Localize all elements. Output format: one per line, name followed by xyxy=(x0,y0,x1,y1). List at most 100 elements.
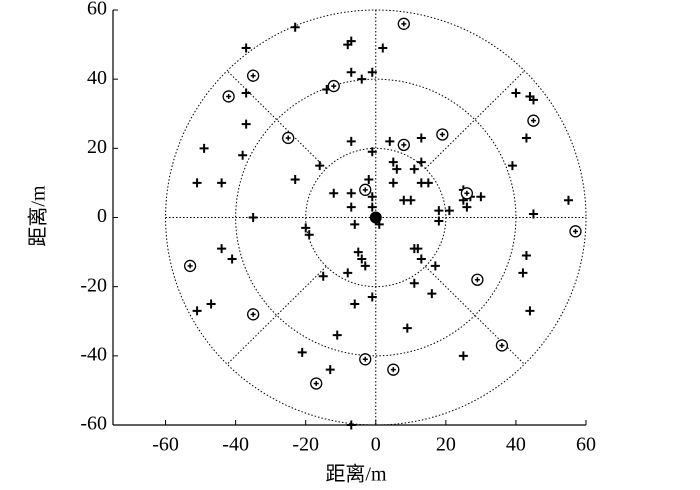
x-tick-label: 60 xyxy=(576,434,596,456)
y-axis-label: 距离/m xyxy=(27,185,50,247)
circle-center xyxy=(439,132,445,137)
plus-point xyxy=(406,195,416,205)
plus-point xyxy=(434,206,444,216)
plus-point xyxy=(227,254,237,264)
plus-point xyxy=(378,43,388,53)
circled-point xyxy=(495,339,509,352)
spoke-line xyxy=(424,266,525,365)
circle-center xyxy=(474,277,480,283)
plus-point xyxy=(343,268,353,278)
plus-point xyxy=(199,143,209,153)
plus-point xyxy=(409,164,419,174)
circled-point xyxy=(359,353,372,366)
x-axis-label: 距离/m xyxy=(325,463,387,486)
circle-center xyxy=(499,342,505,348)
circled-point xyxy=(359,183,372,196)
circle-center xyxy=(401,142,407,148)
circle-center xyxy=(401,21,407,27)
plus-point xyxy=(346,202,356,212)
circled-point xyxy=(397,17,410,30)
circle-center xyxy=(362,356,368,362)
plus-point xyxy=(367,147,377,157)
plus-point xyxy=(364,174,374,184)
plus-point xyxy=(217,244,227,254)
plus-point xyxy=(416,133,426,143)
plus-point xyxy=(301,223,311,233)
circle-center xyxy=(530,118,536,124)
plus-point xyxy=(434,216,444,226)
circled-point xyxy=(569,225,582,238)
plus-point xyxy=(357,74,367,84)
circled-point xyxy=(471,273,484,286)
spoke-line xyxy=(424,70,525,169)
x-tick-label: -20 xyxy=(292,434,319,456)
plus-point xyxy=(402,323,412,333)
y-tick-label: 0 xyxy=(97,205,107,227)
plus-point xyxy=(346,67,356,77)
circled-point xyxy=(222,90,235,103)
plus-point xyxy=(332,330,342,340)
circled-point xyxy=(246,69,260,82)
plus-point xyxy=(521,133,531,143)
circle-center xyxy=(390,367,396,373)
plus-point xyxy=(427,289,437,299)
circled-point xyxy=(282,131,295,145)
plus-point xyxy=(462,202,472,212)
circled-point xyxy=(327,79,340,93)
circled-point xyxy=(246,308,260,321)
plus-point xyxy=(357,254,367,264)
circle-center xyxy=(250,311,256,317)
x-tick-label: -40 xyxy=(222,434,249,456)
circled-point xyxy=(397,138,410,152)
plus-point xyxy=(346,420,356,430)
y-tick-label: -20 xyxy=(80,274,107,296)
plus-point xyxy=(367,67,377,77)
circle-center xyxy=(362,187,368,193)
plus-point xyxy=(297,347,307,357)
y-tick-label: 60 xyxy=(87,0,107,20)
plus-point xyxy=(528,209,538,219)
plus-point xyxy=(511,88,521,98)
plus-point xyxy=(409,278,419,288)
x-tick-label: 40 xyxy=(506,434,526,456)
plus-point xyxy=(388,157,398,167)
plus-point xyxy=(507,161,517,171)
plus-point xyxy=(563,195,573,205)
plus-point xyxy=(241,119,251,129)
plus-point xyxy=(217,178,227,188)
y-tick-label: -60 xyxy=(80,413,107,435)
plus-point xyxy=(346,188,356,198)
plus-point xyxy=(518,268,528,278)
plus-point xyxy=(192,306,202,316)
plus-point xyxy=(458,351,468,361)
y-tick-label: -40 xyxy=(80,343,107,365)
circle-center xyxy=(313,381,319,386)
circled-point xyxy=(527,114,540,127)
plus-point xyxy=(367,192,377,202)
spoke-line xyxy=(226,266,327,365)
plus-point xyxy=(476,192,486,202)
plus-point xyxy=(392,164,402,174)
circled-point xyxy=(460,187,474,200)
plus-point xyxy=(360,261,370,271)
plus-point xyxy=(416,254,426,264)
y-tick-label: 20 xyxy=(87,136,107,158)
x-tick-label: 0 xyxy=(371,434,381,456)
plus-point xyxy=(430,261,440,271)
plus-point xyxy=(413,244,423,254)
plus-point xyxy=(248,213,258,222)
plus-point xyxy=(416,157,426,167)
spoke-line xyxy=(226,70,327,169)
circled-point xyxy=(310,377,323,390)
plus-point xyxy=(304,230,314,240)
plus-point xyxy=(318,271,328,281)
plus-point xyxy=(206,299,216,309)
plus-point xyxy=(241,88,251,98)
plus-point xyxy=(367,292,377,302)
plus-point xyxy=(241,43,251,53)
plus-point xyxy=(350,299,360,309)
plus-point xyxy=(521,251,531,261)
circle-center xyxy=(331,83,337,89)
x-tick-label: -60 xyxy=(152,434,179,456)
